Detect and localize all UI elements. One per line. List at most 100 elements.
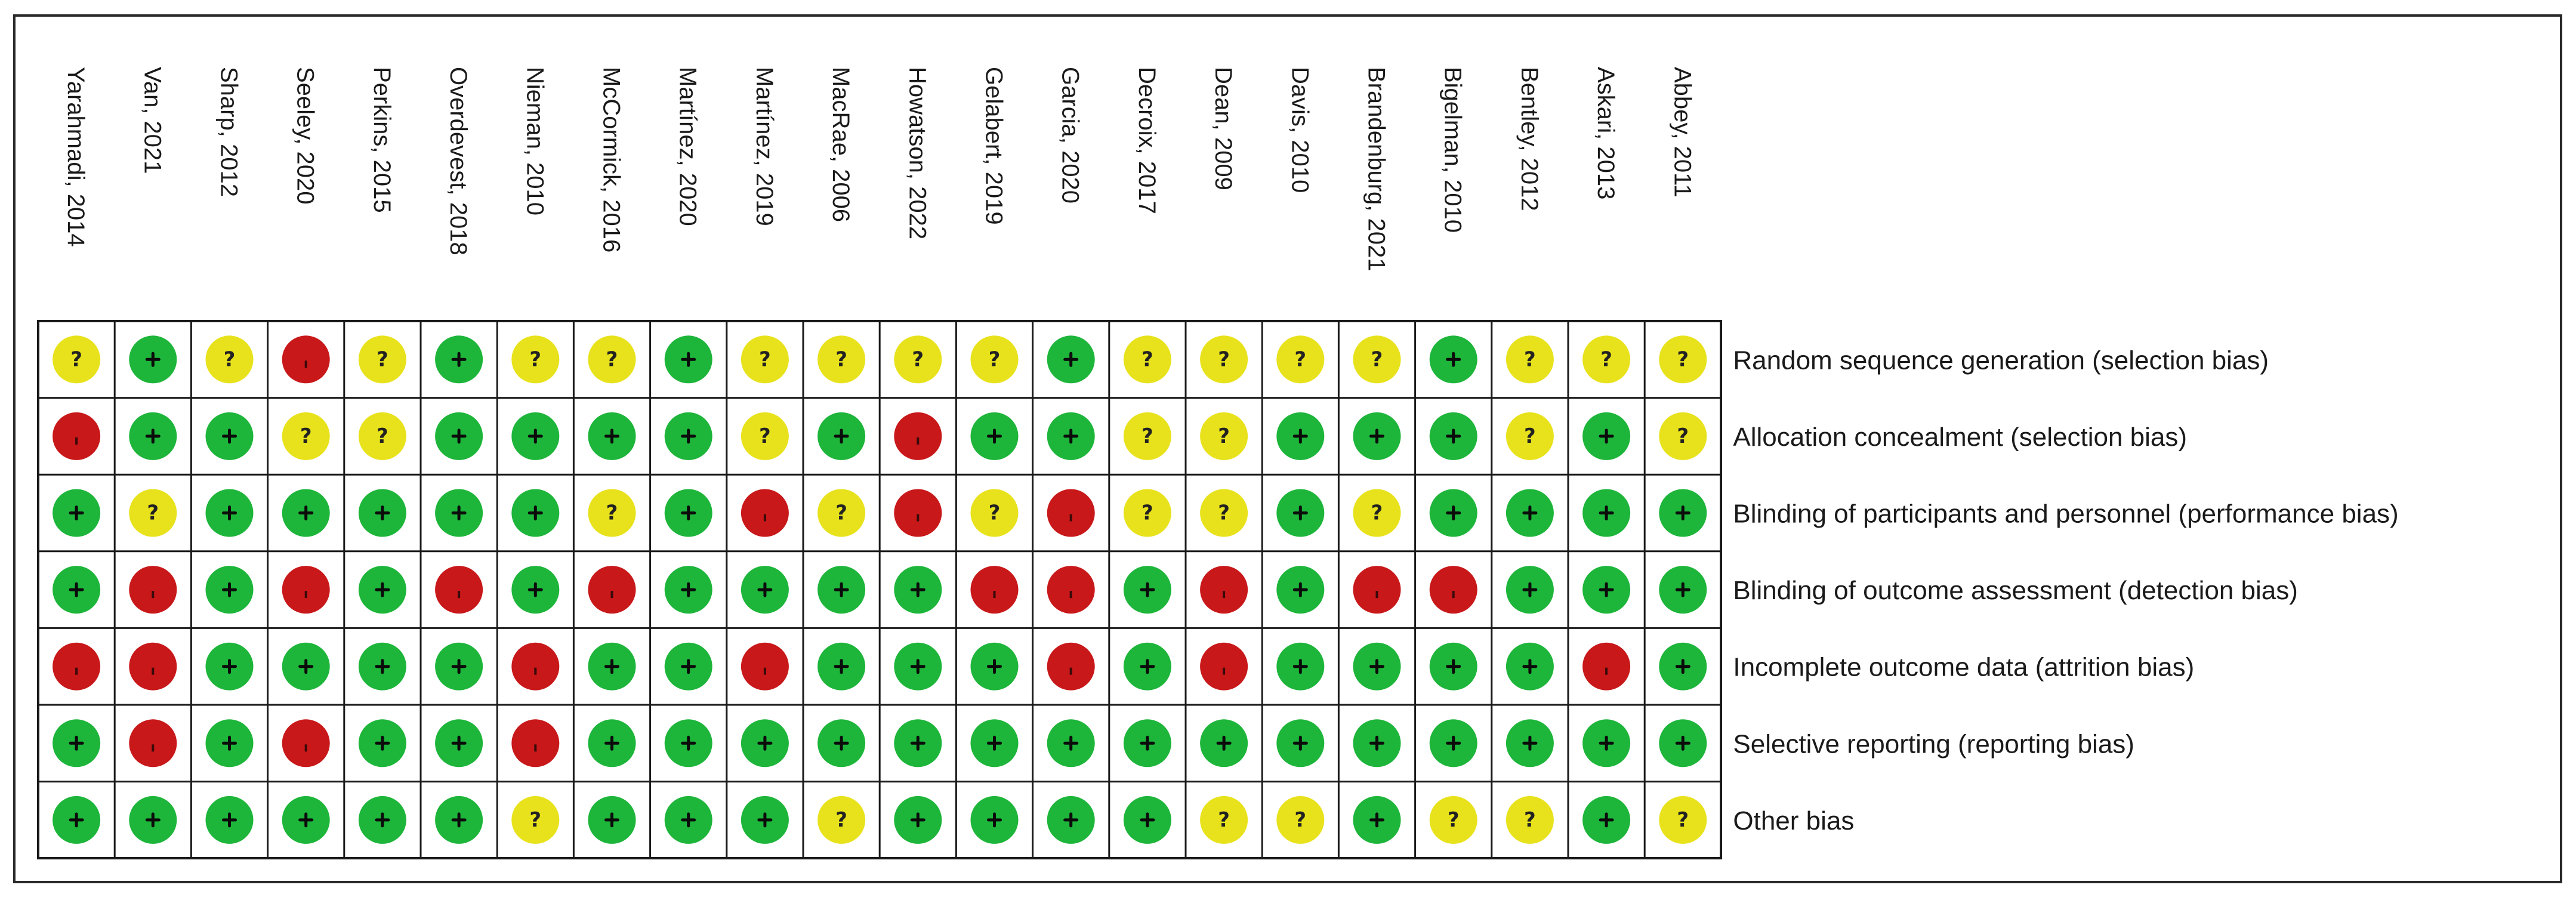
low-risk-mark-abbey-2011-row-4	[1659, 566, 1707, 614]
mark-circle	[1506, 412, 1554, 460]
plus-glyph	[527, 429, 543, 444]
plus-glyph	[1675, 582, 1690, 597]
question-glyph: ?	[529, 808, 541, 832]
mark-circle	[1659, 335, 1707, 384]
plus-glyph	[375, 735, 390, 751]
plus-glyph	[1446, 429, 1461, 444]
plus-glyph	[451, 505, 467, 520]
mark-circle	[1582, 335, 1631, 384]
plus-glyph	[527, 505, 543, 520]
question-glyph: ?	[835, 808, 847, 832]
high-risk-mark-garcia-2020-row-5	[1047, 642, 1095, 691]
low-risk-mark-yarahmadi-2014-row-3	[53, 489, 101, 537]
mark-circle	[1276, 796, 1325, 844]
domain-label-5: Incomplete outcome data (attrition bias)	[1733, 653, 2194, 682]
unclear-risk-mark-brandenburg-2021-row-1: ?	[1353, 335, 1401, 384]
mark-circle	[282, 566, 330, 614]
low-risk-mark-garcia-2020-row-1	[1047, 335, 1095, 384]
low-risk-mark-gelabert-2019-row-2	[970, 412, 1019, 460]
high-risk-mark-garcia-2020-row-3	[1047, 489, 1095, 537]
mark-circle	[741, 412, 789, 460]
high-risk-mark-van-2021-row-5	[129, 642, 177, 691]
high-risk-mark-yarahmadi-2014-row-2	[53, 412, 101, 460]
plus-glyph	[1369, 659, 1384, 674]
study-label-mccormick-2016: McCormick, 2016	[599, 67, 625, 252]
mark-circle	[588, 489, 636, 537]
low-risk-mark-garcia-2020-row-7	[1047, 796, 1095, 844]
question-glyph: ?	[1371, 347, 1383, 371]
low-risk-mark-perkins-2015-row-3	[358, 489, 406, 537]
unclear-risk-mark-bigelman-2010-row-7: ?	[1429, 796, 1477, 844]
low-risk-mark-mccormick-2016-row-5	[588, 642, 636, 691]
low-risk-mark-overdevest-2018-row-5	[435, 642, 483, 691]
mark-circle	[1123, 412, 1171, 460]
question-glyph: ?	[606, 501, 618, 525]
mark-circle	[894, 335, 942, 384]
study-label-martinez-2020: Martínez, 2020	[675, 67, 701, 226]
question-glyph: ?	[989, 501, 1001, 525]
low-risk-mark-dean-2009-row-6	[1200, 719, 1248, 767]
plus-glyph	[1140, 735, 1155, 751]
study-label-macrae-2006: MacRae, 2006	[828, 67, 854, 222]
unclear-risk-mark-perkins-2015-row-2: ?	[358, 412, 406, 460]
question-glyph: ?	[1294, 347, 1306, 371]
low-risk-mark-davis-2010-row-6	[1276, 719, 1325, 767]
plus-glyph	[1675, 735, 1690, 751]
mark-circle	[1353, 335, 1401, 384]
low-risk-mark-brandenburg-2021-row-6	[1353, 719, 1401, 767]
low-risk-mark-martinez-2020-row-6	[664, 719, 712, 767]
plus-glyph	[298, 505, 314, 520]
low-risk-mark-martinez-2019-row-6	[741, 719, 789, 767]
low-risk-mark-macrae-2006-row-2	[817, 412, 866, 460]
plus-glyph	[681, 812, 696, 828]
mark-circle	[1047, 566, 1095, 614]
high-risk-mark-howatson-2022-row-2	[894, 412, 942, 460]
unclear-risk-mark-macrae-2006-row-3: ?	[817, 489, 866, 537]
low-risk-mark-seeley-2020-row-5	[282, 642, 330, 691]
plus-glyph	[222, 429, 237, 444]
plus-glyph	[604, 429, 619, 444]
mark-circle	[1200, 489, 1248, 537]
unclear-risk-mark-davis-2010-row-1: ?	[1276, 335, 1325, 384]
low-risk-mark-abbey-2011-row-6	[1659, 719, 1707, 767]
plus-glyph	[222, 812, 237, 828]
unclear-risk-mark-macrae-2006-row-7: ?	[817, 796, 866, 844]
plus-glyph	[1369, 735, 1384, 751]
plus-glyph	[145, 429, 161, 444]
question-glyph: ?	[1677, 424, 1689, 448]
unclear-risk-mark-askari-2013-row-1: ?	[1582, 335, 1631, 384]
unclear-risk-mark-brandenburg-2021-row-3: ?	[1353, 489, 1401, 537]
plus-glyph	[834, 429, 849, 444]
mark-circle	[894, 489, 942, 537]
mark-circle	[129, 719, 177, 767]
low-risk-mark-davis-2010-row-2	[1276, 412, 1325, 460]
plus-glyph	[1063, 429, 1079, 444]
question-glyph: ?	[1142, 347, 1153, 371]
plus-glyph	[834, 735, 849, 751]
question-glyph: ?	[1524, 808, 1536, 832]
study-label-perkins-2015: Perkins, 2015	[369, 67, 395, 213]
question-glyph: ?	[1371, 501, 1383, 525]
mark-circle	[1200, 566, 1248, 614]
mark-circle	[588, 335, 636, 384]
study-label-bentley-2012: Bentley, 2012	[1516, 67, 1542, 211]
mark-circle	[53, 642, 101, 691]
study-label-decroix-2017: Decroix, 2017	[1134, 67, 1160, 214]
plus-glyph	[375, 505, 390, 520]
low-risk-mark-bentley-2012-row-5	[1506, 642, 1554, 691]
low-risk-mark-nieman-2010-row-4	[511, 566, 560, 614]
plus-glyph	[1292, 505, 1308, 520]
unclear-risk-mark-decroix-2017-row-1: ?	[1123, 335, 1171, 384]
unclear-risk-mark-decroix-2017-row-2: ?	[1123, 412, 1171, 460]
plus-glyph	[1369, 429, 1384, 444]
mark-circle	[358, 412, 406, 460]
low-risk-mark-nieman-2010-row-3	[511, 489, 560, 537]
plus-glyph	[1522, 659, 1538, 674]
low-risk-mark-mccormick-2016-row-7	[588, 796, 636, 844]
question-glyph: ?	[1677, 347, 1689, 371]
plus-glyph	[1522, 505, 1538, 520]
plus-glyph	[987, 429, 1002, 444]
low-risk-mark-martinez-2020-row-2	[664, 412, 712, 460]
unclear-risk-mark-bentley-2012-row-1: ?	[1506, 335, 1554, 384]
